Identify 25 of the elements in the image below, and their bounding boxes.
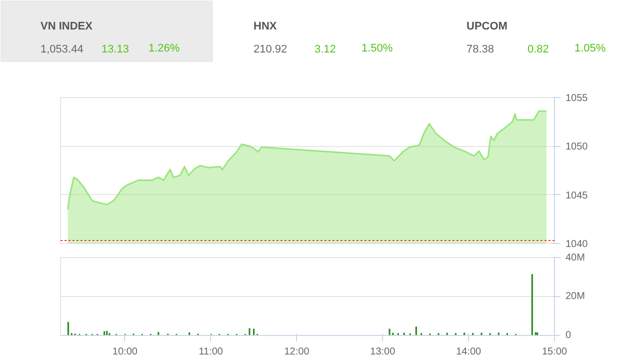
y-tick-label: 1050: [566, 142, 588, 153]
y-tick-label: 1040: [566, 239, 588, 250]
text: 1.05%: [574, 42, 606, 54]
x-tick-label: 10:00: [112, 346, 138, 358]
text: 210.92: [254, 44, 288, 56]
y-tick-label: 20M: [566, 291, 585, 302]
text: 3.12: [314, 44, 336, 56]
text: HNX: [254, 20, 278, 32]
y-tick-label: 40M: [566, 252, 585, 264]
x-tick-label: 13:00: [370, 346, 396, 358]
text: 13.13: [102, 44, 130, 56]
text: 78.38: [466, 44, 494, 56]
x-tick-label: 14:00: [456, 346, 482, 358]
text: 1.50%: [362, 42, 393, 54]
y-tick-label: 1055: [566, 93, 588, 104]
text: UPCOM: [466, 20, 508, 32]
text: 1.26%: [148, 42, 180, 54]
x-tick-label: 12:00: [284, 346, 310, 358]
x-tick-label: 11:00: [198, 346, 224, 358]
y-tick-label: 1045: [566, 190, 588, 202]
x-tick-label: 15:00: [542, 346, 568, 358]
text: 0.82: [528, 44, 549, 56]
text: VN INDEX: [40, 20, 94, 32]
text: 1,053.44: [40, 44, 84, 56]
y-tick-label: 0: [566, 330, 572, 341]
